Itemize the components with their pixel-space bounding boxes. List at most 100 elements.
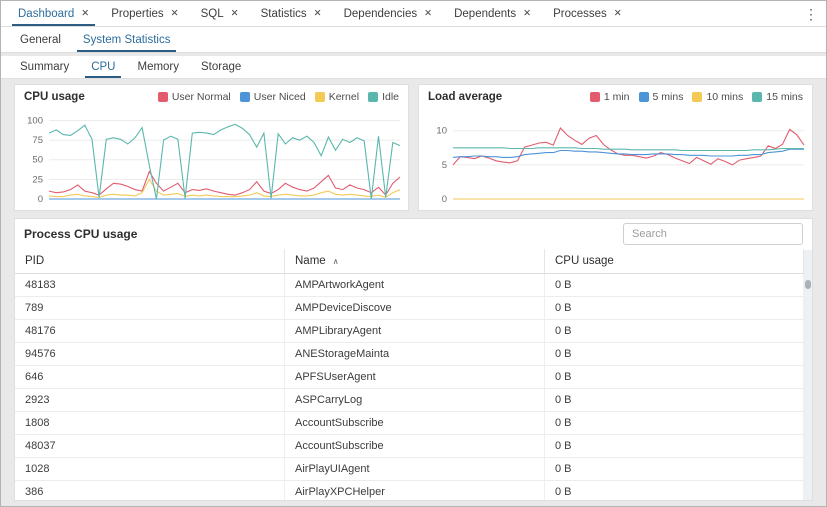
table-cell: AccountSubscribe (285, 412, 545, 434)
table-row[interactable]: 48176 AMPLibraryAgent 0 B (15, 320, 804, 343)
table-cell: 0 B (545, 366, 804, 388)
y-axis-tick-label: 0 (442, 194, 447, 205)
table-row[interactable]: 94576 ANEStorageMainta 0 B (15, 343, 804, 366)
close-tab-icon[interactable]: ✕ (81, 8, 90, 19)
tab-dashboard[interactable]: Dashboard ✕ (7, 1, 100, 26)
tab-properties[interactable]: Properties ✕ (100, 1, 189, 26)
process-cpu-usage-card: Process CPU usage PID Name ∧ CPU usage 4818… (14, 218, 813, 501)
cpu-usage-card: CPU usage User Normal User Niced Kernel Idl… (14, 84, 409, 211)
tab-processes[interactable]: Processes ✕ (542, 1, 633, 26)
tab-dependencies[interactable]: Dependencies ✕ (333, 1, 444, 26)
legend-item-user-niced: User Niced (239, 90, 306, 103)
legend-swatch-icon (239, 91, 250, 102)
table-cell: 0 B (545, 458, 804, 480)
process-table-header: PID Name ∧ CPU usage (15, 249, 804, 274)
table-cell: AMPDeviceDiscove (285, 297, 545, 319)
table-cell: APFSUserAgent (285, 366, 545, 388)
sort-ascending-icon: ∧ (332, 256, 339, 266)
legend-swatch-icon (638, 91, 649, 102)
tab-label: Dashboard (18, 7, 75, 20)
tab-memory[interactable]: Memory (126, 56, 190, 78)
table-cell: 48037 (15, 435, 285, 457)
load-average-chart: 0 5 10 (436, 126, 805, 205)
table-row[interactable]: 386 AirPlayXPCHelper 0 B (15, 481, 804, 500)
legend-item-idle: Idle (368, 91, 399, 103)
tab-statistics[interactable]: Statistics ✕ (250, 1, 333, 26)
tab-label: Summary (20, 61, 70, 73)
tab-general[interactable]: General (9, 27, 72, 52)
table-scrollbar-track[interactable] (804, 250, 812, 500)
tab-label: SQL (200, 7, 224, 20)
legend-label: 10 mins (706, 90, 744, 103)
close-tab-icon[interactable]: ✕ (523, 8, 532, 19)
y-axis-tick-label: 25 (32, 174, 43, 185)
table-row[interactable]: 1028 AirPlayUIAgent 0 B (15, 458, 804, 481)
column-header-cpu-usage[interactable]: CPU usage (545, 249, 804, 273)
legend-item-kernel: Kernel (314, 91, 359, 103)
overflow-menu-icon[interactable]: ⋮ (804, 6, 818, 22)
column-header-label: CPU usage (555, 255, 614, 267)
tab-label: Processes (553, 7, 607, 20)
column-header-label: Name (295, 255, 326, 267)
series-idle (48, 123, 401, 200)
table-cell: AccountSubscribe (285, 435, 545, 457)
legend-label: 15 mins (766, 90, 803, 103)
table-cell: 0 B (545, 389, 804, 411)
statistics-tab-bar: Summary CPU Memory Storage (1, 56, 826, 79)
tab-label: Dependencies (343, 7, 418, 20)
legend-swatch-icon (692, 91, 703, 102)
legend-item-user-normal: User Normal (157, 90, 231, 103)
table-cell: AMPArtworkAgent (285, 274, 545, 296)
series-5-mins (452, 148, 804, 158)
table-cell: 2923 (15, 389, 285, 411)
table-row[interactable]: 48183 AMPArtworkAgent 0 B (15, 274, 804, 297)
tab-label: Statistics (260, 7, 307, 20)
load-average-card-header: Load average 1 min 5 mins 10 mins 15 mins (419, 85, 812, 108)
legend-item-15-mins: 15 mins (752, 91, 803, 103)
column-header-name[interactable]: Name ∧ (285, 249, 545, 273)
table-cell: 94576 (15, 343, 285, 365)
tab-system-statistics[interactable]: System Statistics (72, 27, 182, 52)
close-tab-icon[interactable]: ✕ (613, 8, 622, 19)
legend-label: User Normal (171, 90, 231, 103)
cpu-usage-chart: 0 25 50 75 100 (27, 116, 401, 205)
series-user-normal (48, 170, 401, 197)
cpu-usage-legend: User Normal User Niced Kernel Idle (157, 90, 399, 103)
close-tab-icon[interactable]: ✕ (424, 8, 433, 19)
tab-dependents[interactable]: Dependents ✕ (443, 1, 542, 26)
load-average-legend: 1 min 5 mins 10 mins 15 mins (589, 90, 803, 103)
y-axis-tick-label: 10 (436, 126, 447, 137)
legend-swatch-icon (314, 91, 325, 102)
search-input[interactable] (623, 223, 803, 245)
tab-label: Storage (201, 61, 242, 73)
table-row[interactable]: 646 APFSUserAgent 0 B (15, 366, 804, 389)
tab-summary[interactable]: Summary (9, 56, 80, 78)
charts-row: CPU usage User Normal User Niced Kernel Idl… (14, 84, 813, 211)
legend-label: User Niced (253, 90, 306, 103)
legend-item-5-mins: 5 mins (638, 91, 683, 103)
column-header-pid[interactable]: PID (15, 249, 285, 273)
series-1-min (452, 127, 805, 166)
y-axis-tick-label: 0 (38, 194, 43, 205)
close-tab-icon[interactable]: ✕ (170, 8, 179, 19)
close-tab-icon[interactable]: ✕ (313, 8, 322, 19)
table-scrollbar-thumb[interactable] (805, 280, 811, 289)
table-cell: 0 B (545, 343, 804, 365)
load-average-title: Load average (428, 90, 503, 103)
table-cell: 48183 (15, 274, 285, 296)
table-row[interactable]: 789 AMPDeviceDiscove 0 B (15, 297, 804, 320)
load-average-card: Load average 1 min 5 mins 10 mins 15 mins 0… (418, 84, 813, 211)
table-row[interactable]: 1808 AccountSubscribe 0 B (15, 412, 804, 435)
table-cell: AMPLibraryAgent (285, 320, 545, 342)
table-row[interactable]: 48037 AccountSubscribe 0 B (15, 435, 804, 458)
legend-swatch-icon (368, 91, 379, 102)
legend-swatch-icon (589, 91, 600, 102)
tab-cpu[interactable]: CPU (80, 56, 126, 78)
tab-sql[interactable]: SQL ✕ (190, 1, 250, 26)
table-cell: AirPlayXPCHelper (285, 481, 545, 500)
legend-swatch-icon (752, 91, 763, 102)
table-row[interactable]: 2923 ASPCarryLog 0 B (15, 389, 804, 412)
table-cell: 0 B (545, 320, 804, 342)
tab-storage[interactable]: Storage (190, 56, 252, 78)
close-tab-icon[interactable]: ✕ (230, 8, 239, 19)
